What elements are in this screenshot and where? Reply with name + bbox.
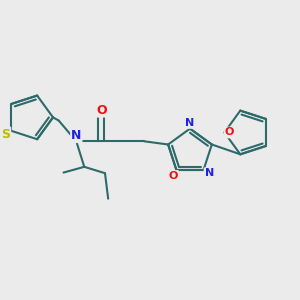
- Text: N: N: [185, 118, 195, 128]
- Text: O: O: [169, 171, 178, 181]
- Text: N: N: [71, 129, 82, 142]
- Text: O: O: [97, 103, 107, 117]
- Text: S: S: [1, 128, 10, 141]
- Text: N: N: [205, 168, 214, 178]
- Text: O: O: [224, 128, 234, 137]
